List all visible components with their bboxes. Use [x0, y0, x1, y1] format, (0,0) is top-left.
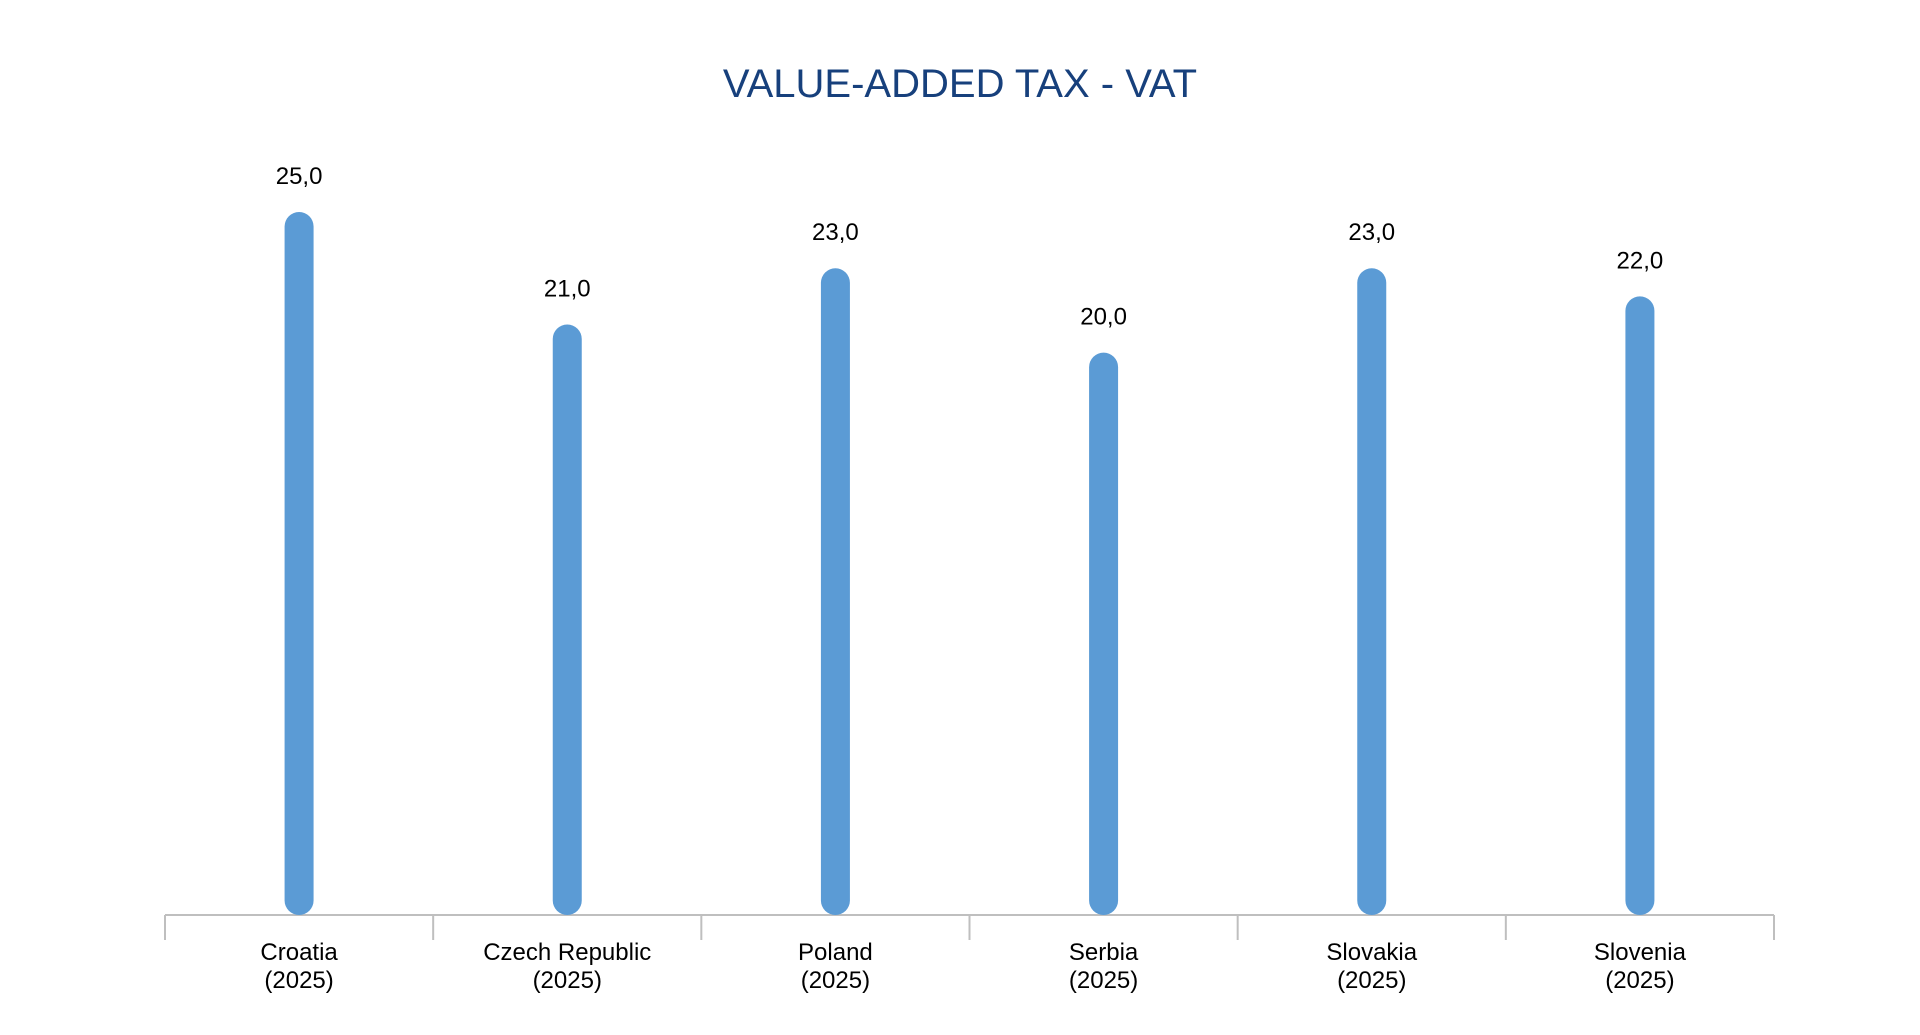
x-tick-label: Croatia	[260, 939, 338, 966]
data-label: 22,0	[1617, 247, 1664, 274]
x-tick-sublabel: (2025)	[533, 967, 602, 994]
x-tick-sublabel: (2025)	[1337, 967, 1406, 994]
bar-croatia	[284, 212, 314, 915]
x-tick-sublabel: (2025)	[1605, 967, 1674, 994]
data-label: 21,0	[544, 275, 591, 302]
x-tick-sublabel: (2025)	[1069, 967, 1138, 994]
bar-serbia	[1089, 352, 1119, 916]
bar-czech-republic	[552, 324, 582, 916]
x-tick-label: Czech Republic	[483, 939, 651, 966]
data-label: 25,0	[276, 163, 323, 190]
bar-slovakia	[1357, 268, 1387, 915]
x-tick-sublabel: (2025)	[264, 967, 333, 994]
chart-title: VALUE-ADDED TAX - VAT	[722, 62, 1198, 106]
bar-poland	[820, 268, 850, 915]
data-label: 23,0	[1348, 219, 1395, 246]
x-tick-label: Serbia	[1069, 939, 1139, 966]
x-tick-sublabel: (2025)	[801, 967, 870, 994]
data-label: 23,0	[812, 219, 859, 246]
bar-slovenia	[1625, 296, 1655, 915]
x-tick-label: Slovenia	[1594, 939, 1687, 966]
x-tick-label: Slovakia	[1326, 939, 1417, 966]
data-label: 20,0	[1080, 304, 1127, 331]
x-tick-label: Poland	[798, 939, 873, 966]
